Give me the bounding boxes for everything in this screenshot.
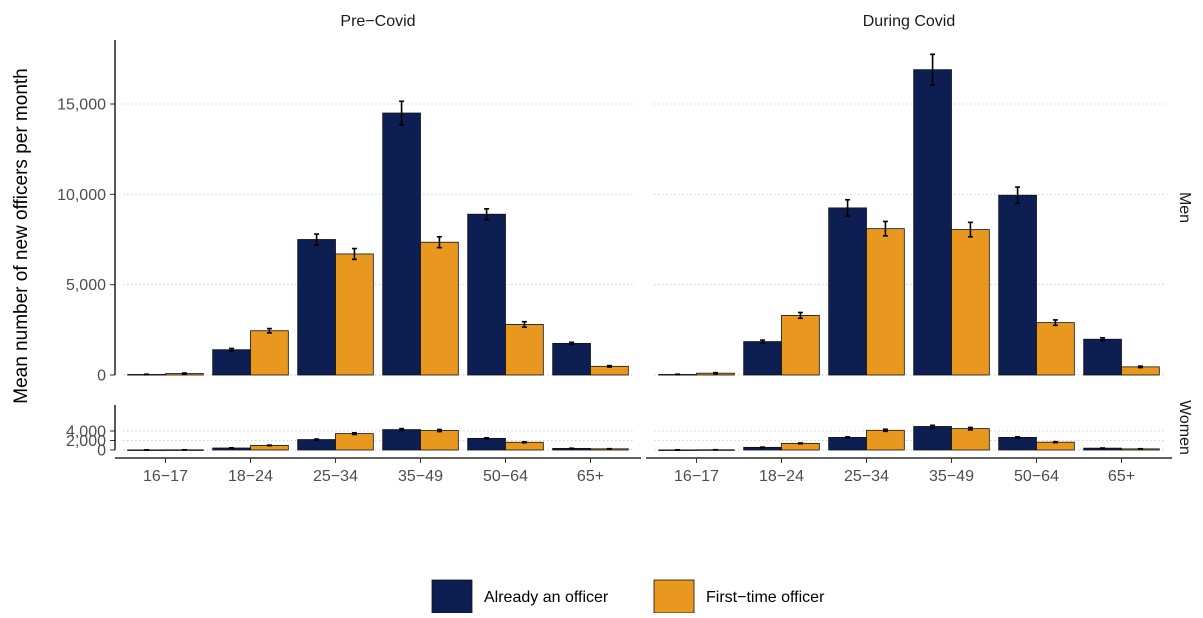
y-tick-label: 10,000 — [57, 187, 106, 204]
bar-first-time-officer-during-covid-men — [781, 314, 820, 376]
x-tick-label: 18−24 — [759, 468, 804, 485]
x-tick-label: 16−17 — [143, 468, 188, 485]
bar-first-time-officer-during-covid-men — [1036, 322, 1075, 376]
bar-first-time-officer-pre-covid-women — [420, 430, 459, 451]
legend-label-already-an-officer: Already an officer — [484, 589, 609, 606]
bar-already-an-officer-pre-covid-women — [297, 439, 336, 451]
bar-already-an-officer-during-covid-women — [913, 426, 952, 451]
bar-first-time-officer-pre-covid-men — [250, 330, 289, 376]
x-tick-label: 35−49 — [398, 468, 443, 485]
bar-already-an-officer-during-covid-women — [998, 437, 1037, 451]
y-tick-label: 5,000 — [66, 277, 106, 294]
bar-first-time-officer-during-covid-women — [866, 429, 905, 451]
bar-already-an-officer-pre-covid-men — [297, 239, 336, 376]
x-tick-label: 16−17 — [674, 468, 719, 485]
bar-already-an-officer-during-covid-men — [998, 194, 1037, 376]
legend-label-first-time-officer: First−time officer — [706, 589, 825, 606]
facet-title-pre-covid: Pre−Covid — [340, 13, 415, 30]
x-tick-label: 65+ — [577, 468, 604, 485]
bar-already-an-officer-during-covid-men — [913, 69, 952, 376]
y-tick-label: 0 — [97, 368, 106, 385]
x-tick-label: 65+ — [1108, 468, 1135, 485]
bar-first-time-officer-pre-covid-men — [335, 253, 374, 376]
x-tick-label: 18−24 — [228, 468, 273, 485]
facet-title-during-covid: During Covid — [863, 13, 955, 30]
x-tick-label: 50−64 — [1014, 468, 1059, 485]
x-tick-label: 35−49 — [929, 468, 974, 485]
bar-first-time-officer-pre-covid-men — [505, 324, 544, 376]
bar-already-an-officer-pre-covid-women — [467, 437, 506, 451]
bar-first-time-officer-during-covid-women — [951, 428, 990, 451]
legend-swatch-first-time-officer — [653, 579, 695, 614]
bar-already-an-officer-pre-covid-men — [552, 342, 591, 376]
y-tick-label: 4,000 — [66, 424, 106, 441]
y-tick-label: 0 — [97, 443, 106, 460]
x-tick-label: 25−34 — [313, 468, 358, 485]
bar-already-an-officer-pre-covid-men — [212, 349, 251, 376]
bar-already-an-officer-pre-covid-women — [382, 429, 421, 451]
legend-swatch-already-an-officer — [431, 579, 473, 614]
bar-first-time-officer-during-covid-men — [866, 228, 905, 376]
x-tick-label: 25−34 — [844, 468, 889, 485]
y-axis-title: Mean number of new officers per month — [11, 68, 32, 404]
y-tick-label: 15,000 — [57, 97, 106, 114]
y-tick-label: 2,000 — [66, 433, 106, 450]
facet-row-title-men: Men — [1176, 192, 1193, 223]
bar-already-an-officer-during-covid-men — [828, 207, 867, 376]
x-tick-label: 50−64 — [483, 468, 528, 485]
bar-already-an-officer-during-covid-women — [828, 437, 867, 451]
facet-row-title-women: Women — [1176, 400, 1193, 455]
bar-first-time-officer-pre-covid-men — [420, 241, 459, 376]
bar-first-time-officer-during-covid-men — [951, 229, 990, 376]
bar-already-an-officer-pre-covid-men — [467, 213, 506, 376]
bar-already-an-officer-during-covid-men — [743, 341, 782, 376]
bar-already-an-officer-during-covid-men — [1083, 338, 1122, 376]
bar-already-an-officer-pre-covid-men — [382, 112, 421, 376]
bar-first-time-officer-pre-covid-women — [335, 433, 374, 451]
